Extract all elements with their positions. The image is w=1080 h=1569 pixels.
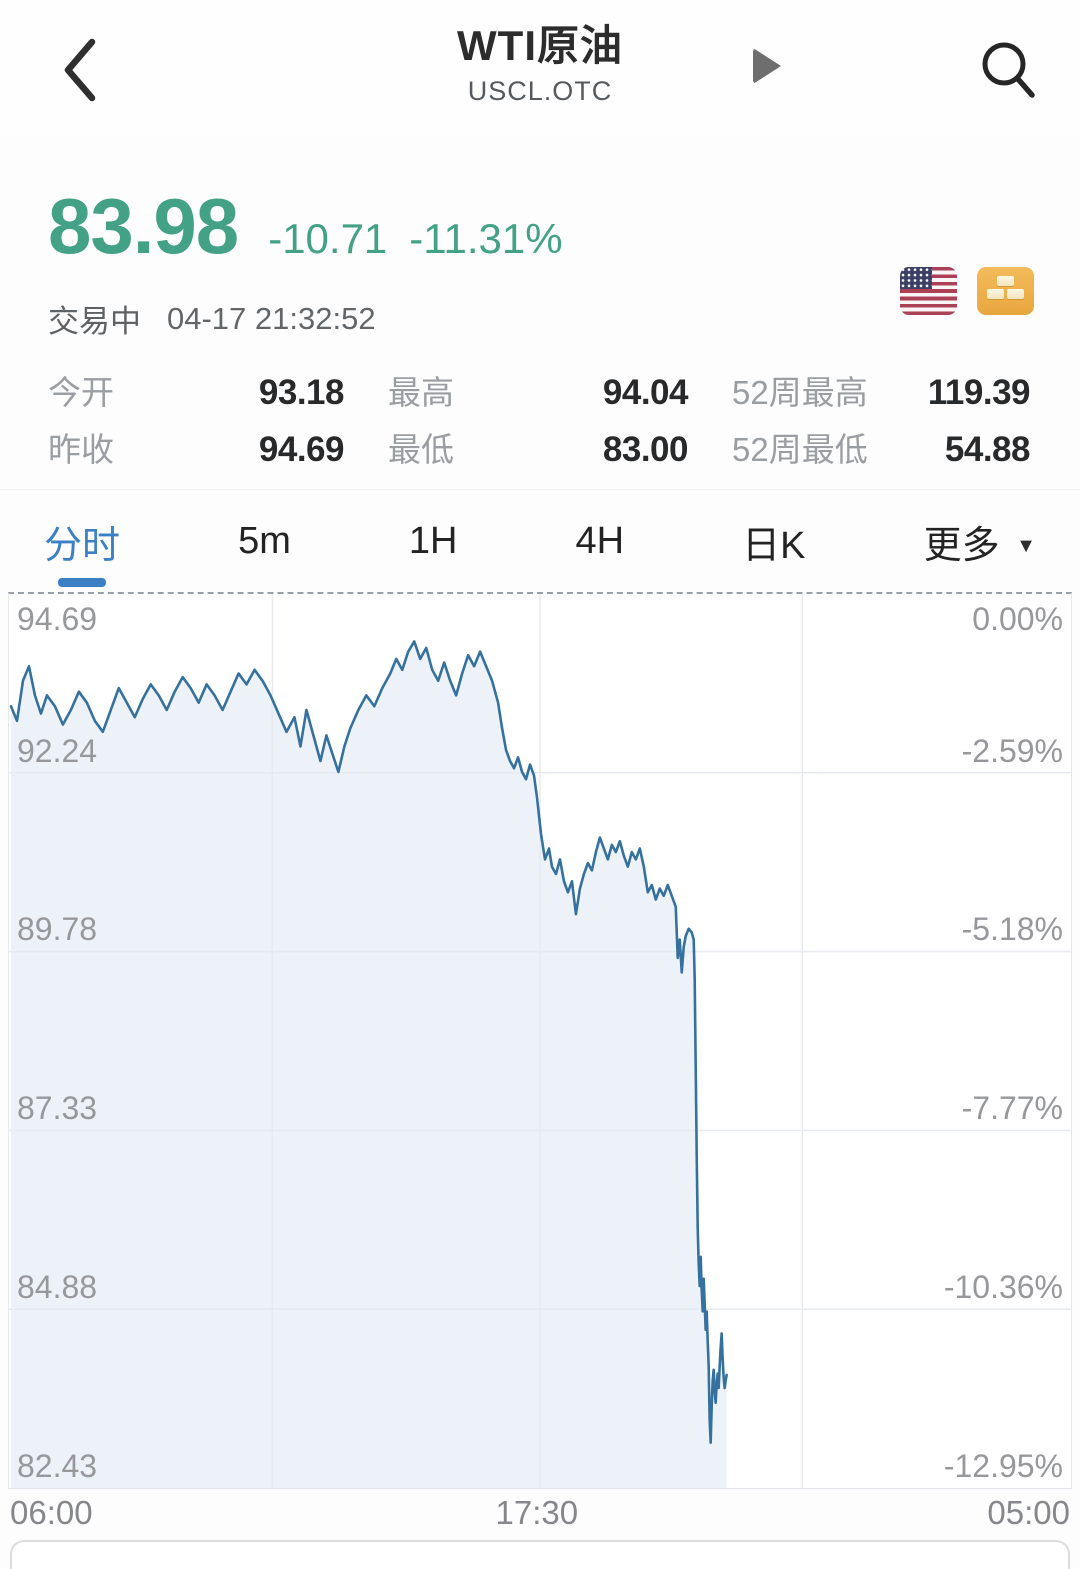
intraday-chart[interactable]: 94.69 92.24 89.78 87.33 84.88 82.43 0.00…: [8, 592, 1072, 1489]
chart-canvas: [9, 594, 1071, 1488]
stat-label: 今开: [48, 374, 114, 412]
stat-high: 最高 94.04: [388, 366, 689, 414]
x-axis-time-label: 05:00: [987, 1494, 1070, 1531]
stat-open: 今开 93.18: [48, 366, 345, 414]
quote-section: 83.98 -10.71 -11.31% 交易中 04-17 21:32:52: [0, 135, 1080, 350]
price-row: 83.98 -10.71 -11.31%: [48, 135, 1080, 272]
x-axis: 06:00 17:30 05:00: [8, 1489, 1072, 1540]
tab-label: 分时: [44, 524, 121, 567]
stats-row-2: 昨收 94.69 最低 83.00 52周最低 54.88: [48, 423, 1031, 471]
stat-value: 94.69: [258, 429, 345, 469]
us-flag-icon: [900, 267, 957, 315]
tab-label: 4H: [575, 519, 625, 562]
gold-bar: [1007, 289, 1024, 299]
trading-status: 交易中: [48, 304, 141, 339]
tab-label: 1H: [408, 519, 458, 562]
stat-label: 最高: [388, 374, 454, 412]
stat-prev-close: 昨收 94.69: [48, 423, 345, 471]
stat-52w-high: 52周最高 119.39: [732, 366, 1031, 414]
stat-low: 最低 83.00: [388, 423, 689, 471]
price-line: [9, 640, 728, 1445]
timeframe-tabs: 分时 5m 1H 4H 日K 更多 ▼: [0, 490, 1080, 592]
x-axis-time-label: 06:00: [10, 1494, 93, 1531]
tab-more[interactable]: 更多 ▼: [922, 494, 1038, 589]
search-icon: [982, 42, 1035, 98]
stat-value: 93.18: [258, 373, 345, 413]
last-price: 83.98: [48, 182, 239, 270]
search-button[interactable]: [976, 36, 1040, 108]
tab-1h[interactable]: 1H: [407, 500, 460, 583]
gold-bar: [997, 276, 1014, 286]
stat-label: 昨收: [48, 430, 114, 468]
market-badges: [900, 267, 1034, 315]
stat-label: 最低: [388, 430, 454, 468]
price-area-fill: [10, 641, 727, 1488]
symbol-code: USCL.OTC: [467, 76, 613, 107]
x-axis-time-label: 17:30: [495, 1494, 579, 1531]
header: WTI原油 USCL.OTC: [0, 0, 1080, 135]
back-button[interactable]: [52, 34, 112, 106]
tab-label: 日K: [742, 524, 806, 567]
stat-value: 83.00: [602, 429, 689, 469]
tab-minute-line[interactable]: 分时: [42, 494, 122, 589]
price-change: -10.71: [268, 215, 388, 262]
status-row: 交易中 04-17 21:32:52: [48, 296, 1080, 341]
tab-label: 更多: [923, 524, 1000, 567]
title-block: WTI原油 USCL.OTC: [0, 22, 1080, 107]
stats-row-1: 今开 93.18 最高 94.04 52周最高 119.39: [48, 366, 1031, 414]
active-tab-underline: [58, 577, 106, 587]
tab-label: 5m: [238, 519, 291, 562]
chevron-left-icon: [64, 38, 96, 102]
us-flag-canton: [900, 267, 932, 289]
stat-value: 119.39: [927, 373, 1031, 413]
stat-value: 54.88: [944, 429, 1031, 469]
stats-grid: 今开 93.18 最高 94.04 52周最高 119.39 昨收 94.69 …: [0, 350, 1080, 490]
chart-gridlines: [9, 594, 1071, 1488]
stat-label: 52周最高: [732, 374, 868, 412]
gold-bar: [987, 289, 1004, 299]
tab-5m[interactable]: 5m: [236, 500, 293, 583]
tab-daily-k[interactable]: 日K: [740, 494, 807, 589]
stat-52w-low: 52周最低 54.88: [732, 423, 1031, 471]
gold-bars-icon: [977, 267, 1034, 315]
price-change-percent: -11.31%: [409, 215, 563, 262]
tab-4h[interactable]: 4H: [574, 500, 627, 583]
next-panel-edge: [10, 1540, 1070, 1569]
stat-label: 52周最低: [732, 430, 868, 468]
stat-value: 94.04: [602, 373, 689, 413]
quote-timestamp: 04-17 21:32:52: [167, 300, 376, 336]
play-icon[interactable]: [753, 48, 781, 84]
page-title: WTI原油: [457, 22, 623, 69]
caret-down-icon: ▼: [1016, 534, 1036, 557]
